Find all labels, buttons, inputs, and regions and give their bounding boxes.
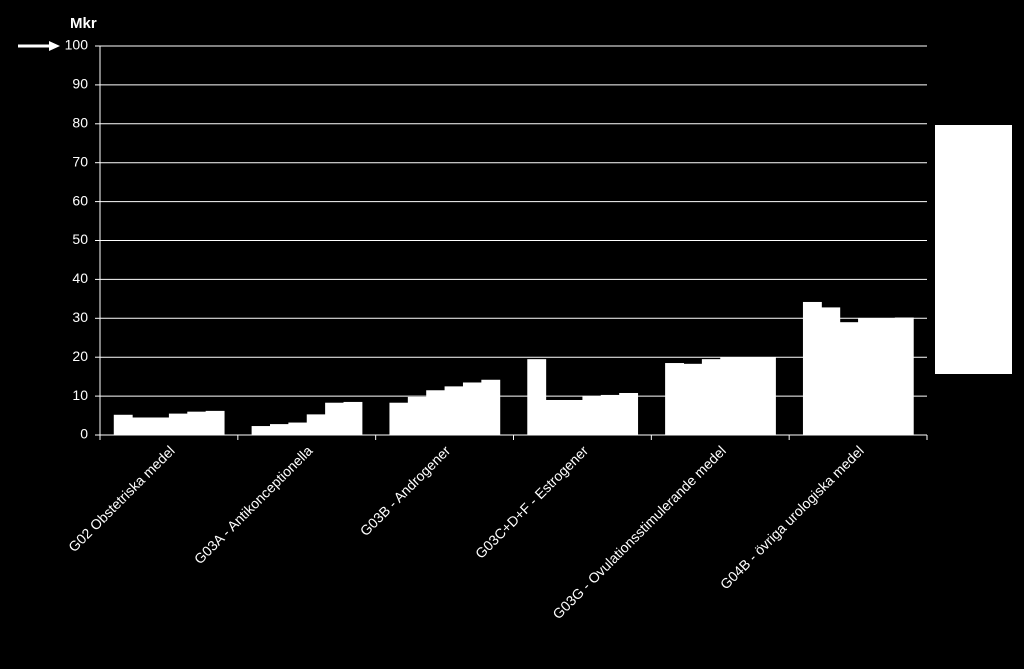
bar [802, 301, 822, 435]
bar [821, 307, 841, 435]
bar [582, 396, 602, 435]
bar [269, 424, 289, 435]
bar [325, 402, 345, 435]
y-axis-label: Mkr [70, 15, 97, 32]
y-tick-label: 60 [72, 192, 88, 208]
bar [113, 414, 133, 435]
bar [205, 410, 225, 435]
bar [757, 357, 776, 435]
bar [665, 363, 684, 435]
y-tick-label: 0 [80, 426, 88, 442]
bar [683, 363, 703, 435]
y-tick-label: 50 [72, 231, 88, 247]
bar [426, 390, 446, 435]
bar [564, 399, 583, 435]
bar [545, 399, 565, 435]
bar [600, 394, 620, 435]
bar [187, 411, 207, 435]
bar [876, 318, 896, 435]
bar [132, 417, 152, 435]
y-tick-label: 70 [72, 153, 88, 169]
y-tick-label: 20 [72, 348, 88, 364]
bar [701, 359, 721, 435]
bar [444, 386, 464, 435]
y-tick-label: 10 [72, 387, 88, 403]
bar [407, 396, 427, 435]
bar [527, 359, 547, 435]
bar [894, 317, 914, 435]
bar [462, 382, 482, 435]
bar [288, 422, 308, 435]
y-tick-label: 80 [72, 115, 88, 131]
bar [168, 413, 188, 435]
bar [481, 379, 501, 435]
y-tick-label: 30 [72, 309, 88, 325]
y-tick-label: 100 [65, 37, 89, 53]
bar [839, 322, 859, 435]
bar [150, 417, 170, 435]
legend-box [935, 125, 1012, 374]
bar [389, 402, 409, 435]
bar [720, 357, 740, 435]
arrow-head [49, 41, 60, 51]
bar [251, 426, 271, 435]
bar [858, 318, 877, 435]
bar [343, 401, 363, 435]
y-tick-label: 40 [72, 270, 88, 286]
y-tick-label: 90 [72, 76, 88, 92]
bar [619, 392, 639, 435]
bar [738, 357, 758, 435]
bar [306, 414, 326, 435]
